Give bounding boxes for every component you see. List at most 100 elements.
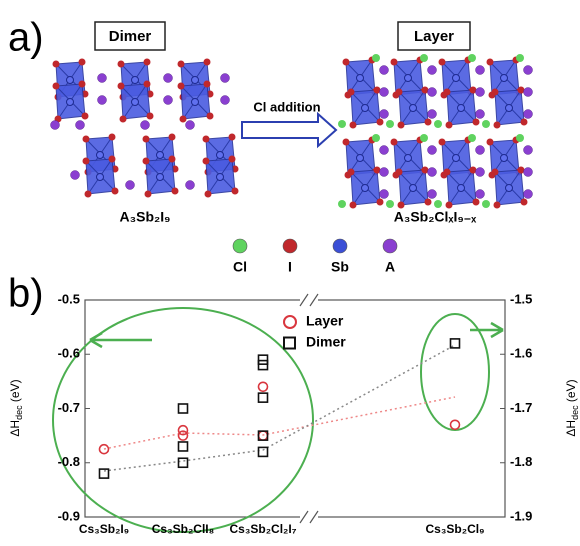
atom <box>342 138 350 146</box>
atom <box>97 95 107 105</box>
trend-line <box>103 344 456 472</box>
atom <box>52 82 60 90</box>
atom <box>156 151 164 159</box>
atom <box>457 184 465 192</box>
atom <box>523 109 533 119</box>
dimer-title: Dimer <box>109 28 152 45</box>
atom <box>349 121 357 129</box>
atom <box>486 138 494 146</box>
y2-tick-label: -1.6 <box>510 346 532 361</box>
atom <box>373 86 381 94</box>
atom <box>452 74 460 82</box>
atom <box>342 58 350 66</box>
atom <box>482 200 490 208</box>
formula: A₃Sb₂ClₓI₉₋ₓ <box>394 209 477 225</box>
arrow-text: Cl addition <box>253 99 320 114</box>
atom <box>379 145 389 155</box>
point <box>257 354 269 365</box>
atom <box>424 118 432 126</box>
atom <box>347 168 355 176</box>
atom <box>420 54 428 62</box>
legend-swatch <box>332 238 348 254</box>
plot-frame <box>84 299 506 518</box>
axis-break <box>299 293 319 524</box>
legend-label: I <box>288 259 292 275</box>
atom <box>177 60 185 68</box>
atom <box>420 134 428 142</box>
atom <box>427 145 437 155</box>
atom <box>96 151 104 159</box>
y2-tick-label: -1.5 <box>510 291 532 306</box>
atom <box>185 180 195 190</box>
legend-label: Sb <box>331 259 349 275</box>
atom <box>81 112 89 120</box>
y-tick-label: -0.6 <box>58 346 80 361</box>
atom <box>70 170 80 180</box>
point <box>449 419 461 431</box>
atom <box>427 189 437 199</box>
atom <box>117 60 125 68</box>
atom <box>445 121 453 129</box>
atom <box>397 121 405 129</box>
point <box>177 424 189 436</box>
legend-swatch <box>232 238 248 254</box>
legend-swatch <box>382 238 398 254</box>
atom <box>163 73 173 83</box>
atom <box>523 189 533 199</box>
atom <box>520 198 528 206</box>
atom <box>468 134 476 142</box>
axis-title-sub: dec <box>14 405 24 420</box>
atom <box>228 133 236 141</box>
y2-tick-label: -1.8 <box>510 454 532 469</box>
atom <box>404 74 412 82</box>
atom <box>376 198 384 206</box>
atom <box>523 167 533 177</box>
atom <box>372 134 380 142</box>
atom <box>516 134 524 142</box>
title-box <box>94 21 166 51</box>
atom <box>203 58 211 66</box>
atom <box>379 87 389 97</box>
atom <box>421 166 429 174</box>
atom <box>469 86 477 94</box>
atom <box>390 58 398 66</box>
atom <box>475 167 485 177</box>
atom <box>143 58 151 66</box>
atom <box>66 76 74 84</box>
atom <box>493 201 501 209</box>
atom <box>131 98 139 106</box>
atom <box>220 95 230 105</box>
legend-swatch <box>282 238 298 254</box>
axis-title-main: ΔH <box>564 420 578 437</box>
y-tick-label: -0.8 <box>58 454 80 469</box>
atom <box>144 190 152 198</box>
atom <box>50 120 60 130</box>
axis-title-sub: dec <box>570 405 580 420</box>
atom <box>475 145 485 155</box>
atom <box>379 189 389 199</box>
layer-title: Layer <box>414 28 454 45</box>
atom <box>475 65 485 75</box>
atom <box>427 167 437 177</box>
legend-label: Dimer <box>306 334 346 350</box>
plot: -0.9 -0.8 -0.7 -0.6 -0.5 -1.9 -1.8 -1.7 -1.6 -1.5… <box>8 291 580 536</box>
legend-label: A <box>385 259 395 275</box>
atom <box>500 74 508 82</box>
atom <box>409 184 417 192</box>
x-tick-label: Cs₃Sb₂ClI₈ <box>152 522 215 536</box>
atom <box>220 73 230 83</box>
atom <box>427 65 437 75</box>
y2-tick-label: -1.7 <box>510 400 532 415</box>
x-tick-label: Cs₃Sb₂I₉ <box>79 522 129 536</box>
atom <box>421 86 429 94</box>
atom <box>191 98 199 106</box>
x-tick-label: Cs₃Sb₂Cl₉ <box>426 522 485 536</box>
axis-title-unit: (eV) <box>8 379 22 405</box>
title-box <box>397 21 471 51</box>
point <box>177 457 189 469</box>
axis-title: ΔHdec (eV) <box>564 379 580 436</box>
atom <box>376 118 384 126</box>
atom <box>452 154 460 162</box>
atom <box>472 198 480 206</box>
atom <box>146 112 154 120</box>
